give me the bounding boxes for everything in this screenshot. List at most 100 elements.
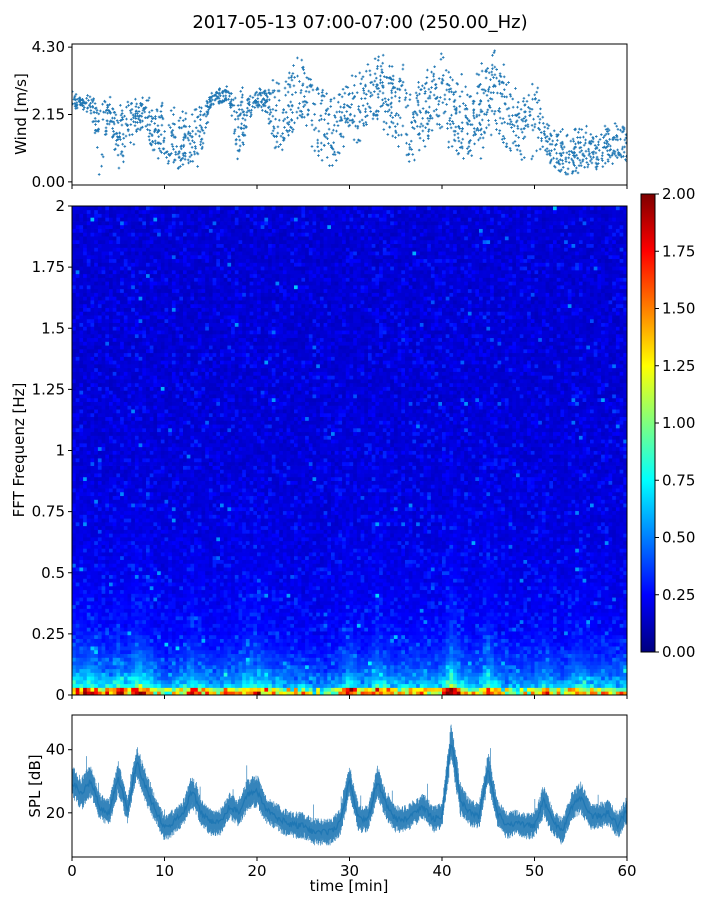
spectrogram-cell bbox=[79, 296, 84, 301]
spectrogram-cell bbox=[146, 540, 151, 545]
wind-point bbox=[415, 113, 419, 117]
spectrogram-cell bbox=[120, 318, 125, 324]
spectrogram-cell bbox=[101, 405, 106, 410]
spectrogram-cell bbox=[90, 330, 95, 335]
spectrogram-cell bbox=[149, 345, 154, 350]
spectrogram-cell bbox=[75, 653, 80, 658]
spectrogram-cell bbox=[75, 412, 80, 418]
wind-point bbox=[306, 108, 310, 112]
spectrogram-cell bbox=[142, 533, 147, 538]
spectrogram-cell bbox=[157, 525, 162, 530]
spectrogram-cell bbox=[94, 608, 99, 613]
wind-point bbox=[113, 116, 116, 120]
wind-point bbox=[366, 63, 370, 66]
wind-point bbox=[200, 147, 204, 150]
wind-point bbox=[503, 95, 506, 99]
spectrogram-cell bbox=[157, 435, 162, 440]
wind-point bbox=[288, 85, 292, 89]
spectrogram-cell bbox=[142, 337, 147, 342]
wind-point bbox=[75, 97, 79, 101]
spectrogram-cell bbox=[75, 623, 80, 628]
wind-point bbox=[97, 112, 101, 116]
spectrogram-cell bbox=[105, 416, 110, 421]
spectrogram-cell bbox=[97, 529, 103, 534]
spectrogram-cell bbox=[83, 514, 88, 519]
spectrogram-cell bbox=[101, 593, 106, 598]
spectrogram-cell bbox=[90, 213, 95, 218]
spectrogram-cell bbox=[127, 217, 132, 222]
wind-point bbox=[507, 106, 511, 110]
wind-point bbox=[172, 160, 175, 164]
spectrogram-cell bbox=[146, 239, 151, 245]
spectrogram-cell bbox=[90, 326, 95, 331]
spectrogram-cell bbox=[109, 405, 114, 410]
spectrogram-cell bbox=[105, 217, 110, 222]
spectrogram-cell bbox=[127, 284, 132, 290]
spectrogram-cell bbox=[153, 465, 158, 470]
spectrogram-cell bbox=[112, 514, 117, 519]
spectrogram-cell bbox=[75, 657, 80, 662]
wind-point bbox=[381, 61, 385, 65]
spectrogram-cell bbox=[116, 273, 121, 278]
spectrogram-cell bbox=[134, 375, 140, 380]
wind-point bbox=[289, 108, 293, 111]
spectrogram-cell bbox=[134, 503, 140, 508]
spectrogram-cell bbox=[149, 209, 154, 214]
wind-point bbox=[242, 127, 246, 130]
spectrogram-cell bbox=[97, 435, 103, 440]
spectrogram-cell bbox=[123, 236, 129, 241]
spectrogram-cell bbox=[138, 612, 143, 617]
spectrogram-cell bbox=[146, 563, 151, 568]
spectrogram-cell bbox=[97, 345, 103, 350]
spectrogram-cell bbox=[112, 390, 117, 395]
spectrogram-cell bbox=[79, 563, 84, 568]
spectrogram-cell bbox=[86, 371, 92, 376]
wind-point bbox=[573, 164, 576, 167]
spectrogram-cell bbox=[83, 691, 88, 695]
spectrogram-cell bbox=[149, 646, 154, 651]
spectrogram-cell bbox=[72, 446, 77, 451]
spectrogram-cell bbox=[149, 292, 154, 297]
spectrogram-cell bbox=[90, 525, 95, 530]
wind-point bbox=[446, 82, 450, 86]
spectrogram-cell bbox=[138, 386, 143, 391]
spectrogram-cell bbox=[131, 484, 136, 489]
wind-point bbox=[601, 159, 604, 162]
spectrogram-cell bbox=[123, 356, 129, 361]
spectrogram-cell bbox=[116, 254, 121, 260]
spectrogram-cell bbox=[97, 254, 103, 260]
wind-point bbox=[236, 104, 240, 107]
spectrogram-cell bbox=[138, 337, 143, 342]
spectrogram-cell bbox=[97, 337, 103, 342]
spectrogram-cell bbox=[134, 646, 140, 651]
spectrogram-cell bbox=[94, 341, 99, 346]
spectrogram-cell bbox=[97, 333, 103, 339]
spectrogram-cell bbox=[153, 691, 158, 695]
wind-point bbox=[545, 122, 549, 126]
spectrogram-cell bbox=[90, 236, 95, 241]
spectrogram-cell bbox=[105, 213, 110, 218]
wind-point bbox=[312, 102, 315, 105]
wind-point bbox=[120, 123, 124, 127]
spectrogram-cell bbox=[90, 439, 95, 444]
spectrogram-cell bbox=[83, 273, 88, 278]
spectrogram-cell bbox=[112, 217, 117, 222]
spectrogram-cell bbox=[94, 604, 99, 609]
spectrogram-cell bbox=[90, 394, 95, 399]
wind-y-axis: 0.002.154.30 bbox=[32, 38, 72, 191]
spectrogram-cell bbox=[157, 529, 162, 534]
spectrogram-cell bbox=[127, 390, 132, 395]
wind-point bbox=[601, 146, 605, 149]
spectrogram-cell bbox=[83, 239, 88, 245]
spectrogram-cell bbox=[97, 668, 103, 673]
spectrogram-cell bbox=[90, 664, 95, 670]
spectrogram-cell bbox=[127, 236, 132, 241]
spectrogram-cell bbox=[123, 221, 129, 226]
wind-point bbox=[576, 156, 579, 160]
wind-point bbox=[429, 90, 432, 94]
spectrogram-cell bbox=[138, 473, 143, 478]
spectrogram-cell bbox=[153, 206, 158, 211]
spectrogram-cell bbox=[157, 442, 162, 448]
spectrogram-cell bbox=[153, 390, 158, 395]
spectrogram-cell bbox=[127, 318, 132, 324]
